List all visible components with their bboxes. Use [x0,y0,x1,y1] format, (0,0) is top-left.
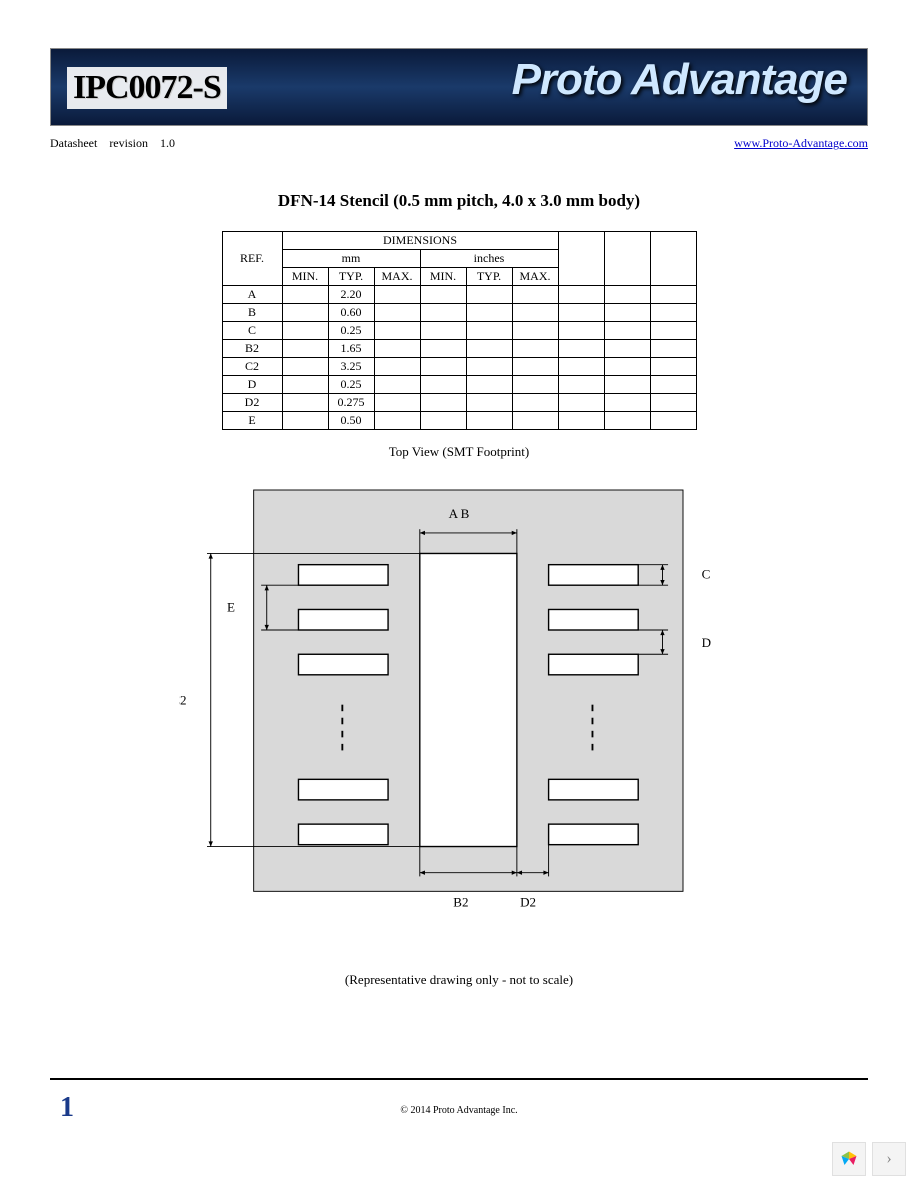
website-link[interactable]: www.Proto-Advantage.com [734,136,868,151]
nav-logo-button[interactable] [832,1142,866,1176]
nav-widget: › [832,1142,906,1176]
footprint-diagram: A B C D E C2 B2 D2 [179,464,739,964]
svg-text:A B: A B [449,506,470,521]
copyright: © 2014 Proto Advantage Inc. [0,1105,918,1116]
datasheet-label: Datasheet [50,136,97,150]
part-number: IPC0072-S [67,67,227,109]
svg-text:C2: C2 [179,693,186,708]
logo-icon [840,1150,858,1168]
svg-text:B2: B2 [453,894,468,909]
svg-text:D: D [702,635,711,650]
footprint-caption: Top View (SMT Footprint) [179,444,739,460]
brand-name: Proto Advantage [512,55,847,105]
svg-text:D2: D2 [520,894,536,909]
svg-text:E: E [227,599,235,614]
dimensions-table: REF.DIMENSIONSmminchesMIN.TYP.MAX.MIN.TY… [222,231,697,430]
svg-text:C: C [702,567,711,582]
chevron-right-icon: › [886,1150,891,1168]
revision-value: 1.0 [160,136,175,150]
footprint-note: (Representative drawing only - not to sc… [179,972,739,988]
nav-next-button[interactable]: › [872,1142,906,1176]
revision-label: revision [109,136,148,150]
meta-row: Datasheet revision 1.0 www.Proto-Advanta… [50,136,868,151]
header-banner: IPC0072-S Proto Advantage [50,48,868,126]
footer-divider [50,1078,868,1080]
page-title: DFN-14 Stencil (0.5 mm pitch, 4.0 x 3.0 … [50,191,868,211]
